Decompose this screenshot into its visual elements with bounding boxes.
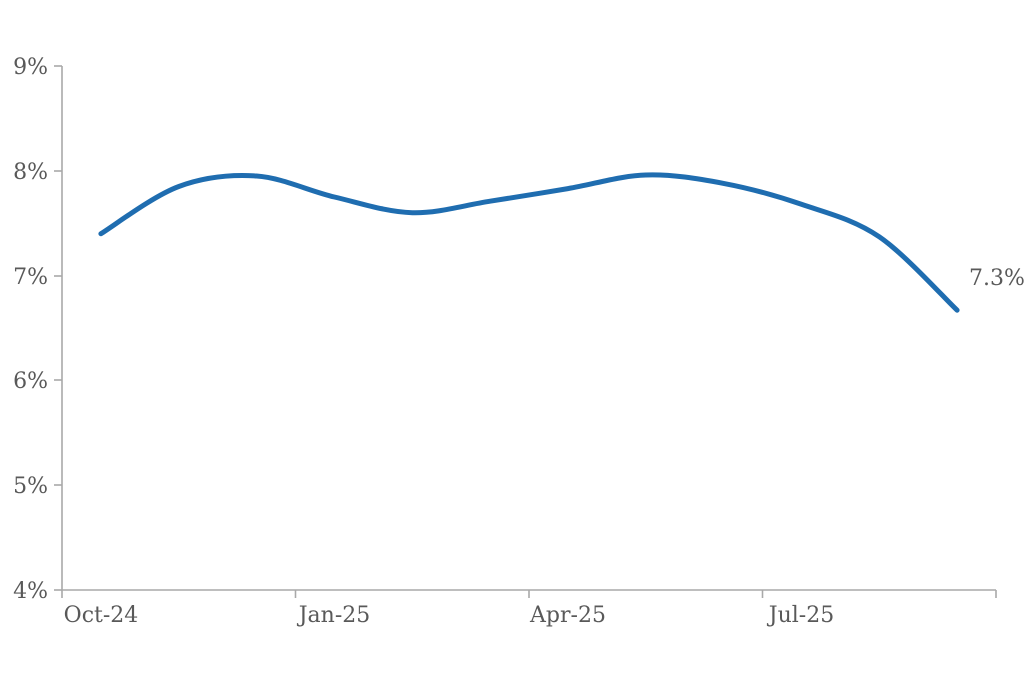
x-tick-label: Jul-25 (767, 603, 834, 628)
last-value-label: 7.3% (969, 266, 1024, 291)
y-tick-label: 4% (13, 579, 48, 604)
y-tick-label: 6% (13, 369, 48, 394)
y-tick-label: 9% (13, 55, 48, 80)
y-tick-label: 5% (13, 474, 48, 499)
y-tick-label: 8% (13, 160, 48, 185)
trend-line (98, 172, 960, 313)
x-tick-label: Apr-25 (529, 603, 606, 628)
x-tick-label: Oct-24 (64, 603, 139, 628)
y-tick-label: 7% (13, 265, 48, 290)
x-tick-label: Jan-25 (297, 603, 371, 628)
x-axis: Oct-24 Jan-25 Apr-25 Jul-25 (61, 589, 997, 628)
y-axis: 9% 8% 7% 6% 5% 4% (13, 55, 63, 604)
